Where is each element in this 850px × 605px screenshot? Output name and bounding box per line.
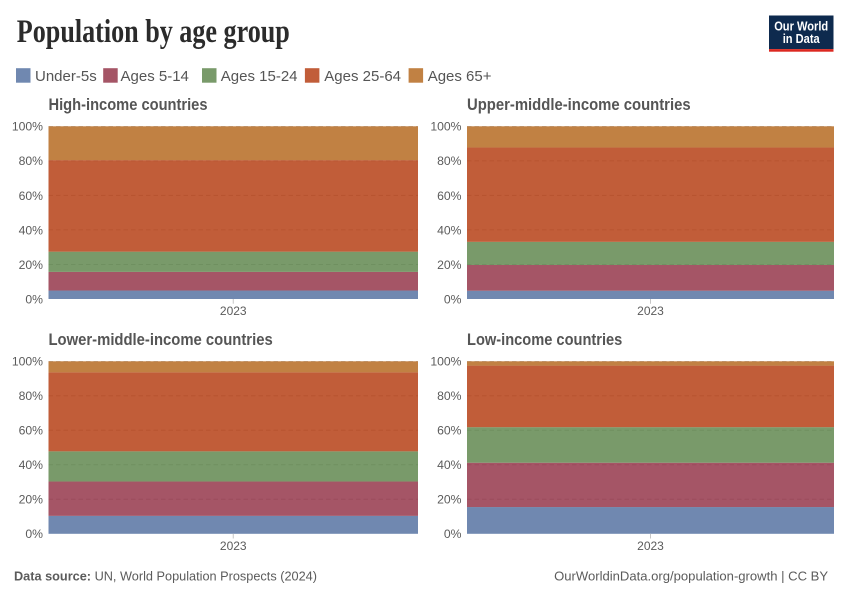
svg-text:80%: 80% — [19, 389, 44, 403]
svg-text:20%: 20% — [437, 493, 462, 507]
svg-text:Ages 65+: Ages 65+ — [428, 68, 492, 85]
svg-text:40%: 40% — [19, 223, 44, 237]
svg-text:OurWorldinData.org/population-: OurWorldinData.org/population-growth | C… — [554, 569, 828, 584]
svg-text:High-income countries: High-income countries — [49, 96, 208, 114]
svg-text:80%: 80% — [437, 389, 462, 403]
svg-text:0%: 0% — [444, 292, 462, 306]
svg-text:100%: 100% — [12, 355, 43, 369]
svg-text:Data source: UN, World Populat: Data source: UN, World Population Prospe… — [14, 569, 317, 584]
svg-text:100%: 100% — [430, 120, 461, 134]
svg-text:80%: 80% — [19, 154, 44, 168]
svg-text:40%: 40% — [437, 458, 462, 472]
svg-text:Our World: Our World — [774, 20, 828, 34]
svg-text:80%: 80% — [437, 154, 462, 168]
svg-text:Ages 5-14: Ages 5-14 — [121, 68, 189, 85]
svg-text:60%: 60% — [19, 424, 44, 438]
svg-text:60%: 60% — [437, 424, 462, 438]
svg-text:20%: 20% — [19, 493, 44, 507]
svg-text:0%: 0% — [444, 527, 462, 541]
svg-text:60%: 60% — [19, 189, 44, 203]
svg-text:40%: 40% — [437, 223, 462, 237]
svg-text:2023: 2023 — [220, 539, 247, 553]
svg-text:100%: 100% — [12, 120, 43, 134]
svg-text:Upper-middle-income countries: Upper-middle-income countries — [467, 96, 691, 114]
svg-text:2023: 2023 — [637, 304, 664, 318]
svg-text:Ages 25-64: Ages 25-64 — [324, 68, 401, 85]
svg-text:2023: 2023 — [220, 304, 247, 318]
svg-text:Population by age group: Population by age group — [17, 14, 290, 50]
svg-text:2023: 2023 — [637, 539, 664, 553]
svg-text:100%: 100% — [430, 355, 461, 369]
svg-text:20%: 20% — [19, 258, 44, 272]
svg-text:60%: 60% — [437, 189, 462, 203]
svg-text:0%: 0% — [25, 527, 43, 541]
svg-text:20%: 20% — [437, 258, 462, 272]
svg-text:Ages 15-24: Ages 15-24 — [221, 68, 298, 85]
svg-text:0%: 0% — [25, 292, 43, 306]
svg-text:Low-income countries: Low-income countries — [467, 331, 622, 349]
svg-text:40%: 40% — [19, 458, 44, 472]
svg-text:in Data: in Data — [783, 32, 821, 46]
svg-text:Under-5s: Under-5s — [35, 68, 97, 85]
svg-text:Lower-middle-income countries: Lower-middle-income countries — [49, 331, 273, 349]
